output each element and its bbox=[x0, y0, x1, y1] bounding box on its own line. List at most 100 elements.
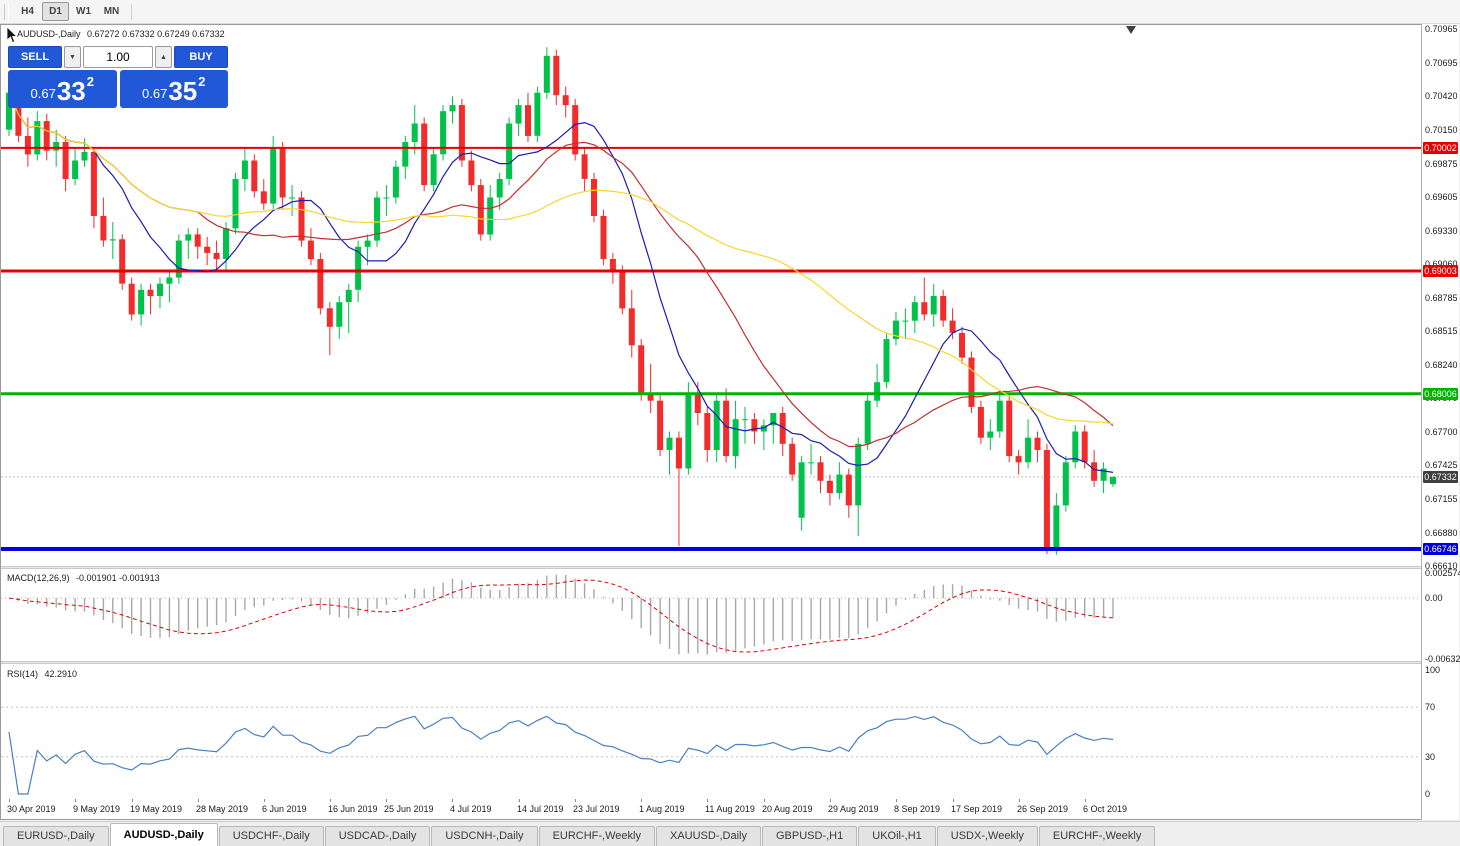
toolbar: H4 D1 W1 MN bbox=[0, 0, 1460, 24]
chart-tab-gbpusd-h1[interactable]: GBPUSD-,H1 bbox=[762, 826, 858, 846]
macd-indicator-canvas[interactable] bbox=[1, 570, 1421, 662]
date-label: 1 Aug 2019 bbox=[639, 804, 685, 814]
buy-button[interactable]: BUY bbox=[174, 46, 228, 68]
sell-button[interactable]: SELL bbox=[8, 46, 62, 68]
macd-tick-label: 0.002574 bbox=[1425, 568, 1460, 579]
date-label: 23 Jul 2019 bbox=[573, 804, 620, 814]
ma-fast-blue bbox=[8, 92, 1114, 473]
ma-slow-yellow bbox=[8, 92, 1114, 425]
timeframe-toolbar: H4 D1 W1 MN bbox=[14, 2, 126, 21]
chart-tab-usdchf-daily[interactable]: USDCHF-,Daily bbox=[218, 826, 324, 846]
price-line-badge: 0.66746 bbox=[1423, 543, 1458, 555]
sell-price-big: 33 bbox=[56, 76, 86, 106]
price-tick-label: 0.70150 bbox=[1425, 124, 1458, 135]
date-tick-mark bbox=[830, 799, 831, 802]
current-price-badge: 0.67332 bbox=[1423, 470, 1458, 483]
rsi-header: RSI(14) 42.2910 bbox=[7, 669, 81, 679]
pane-splitter-macd[interactable] bbox=[1, 566, 1458, 569]
date-label: 28 May 2019 bbox=[196, 804, 249, 814]
date-tick-mark bbox=[575, 799, 576, 802]
rsi-label: RSI(14) bbox=[7, 669, 39, 679]
buy-price-display[interactable]: 0.67 35 2 bbox=[119, 70, 228, 108]
date-label: 6 Oct 2019 bbox=[1083, 804, 1128, 814]
price-tick-label: 0.68240 bbox=[1425, 359, 1458, 370]
main-chart-canvas[interactable] bbox=[1, 25, 1421, 567]
chart-tabs: EURUSD-,Daily AUDUSD-,Daily USDCHF-,Daily U… bbox=[0, 822, 1460, 846]
macd-tick-label: 0.00 bbox=[1425, 593, 1443, 604]
chart-tab-eurusd-daily[interactable]: EURUSD-,Daily bbox=[3, 826, 109, 846]
price-axis[interactable]: 0.70965 0.70695 0.70420 0.70150 0.69875 0.696… bbox=[1421, 24, 1460, 820]
date-label: 17 Sep 2019 bbox=[951, 804, 1003, 814]
rsi-tick-label: 100 bbox=[1425, 665, 1441, 675]
price-tick-label: 0.70695 bbox=[1425, 57, 1458, 68]
date-tick-mark bbox=[264, 799, 265, 802]
date-label: 9 May 2019 bbox=[73, 804, 121, 814]
toolbar-separator bbox=[131, 3, 132, 20]
macd-header: MACD(12,26,9) -0.001901 -0.001913 bbox=[7, 573, 164, 583]
date-tick-mark bbox=[707, 799, 708, 802]
chart-tab-xauusd-daily[interactable]: XAUUSD-,Daily bbox=[655, 826, 761, 846]
one-click-trading-panel: SELL ▼ ▲ BUY 0.67 33 2 0.67 35 2 bbox=[8, 46, 228, 108]
buy-price-sup: 2 bbox=[198, 74, 206, 89]
toolbar-grip[interactable] bbox=[4, 3, 9, 20]
date-label: 30 Apr 2019 bbox=[7, 804, 56, 814]
price-line-badge: 0.68006 bbox=[1423, 387, 1458, 400]
price-tick-label: 0.68515 bbox=[1425, 326, 1458, 337]
chart-tab-eurchf-weekly[interactable]: EURCHF-,Weekly bbox=[1038, 826, 1156, 846]
timeframe-button-h4[interactable]: H4 bbox=[14, 2, 41, 21]
chart-tab-audusd-daily[interactable]: AUDUSD-,Daily bbox=[109, 823, 218, 846]
date-label: 25 Jun 2019 bbox=[384, 804, 434, 814]
timeframe-button-w1[interactable]: W1 bbox=[70, 2, 97, 21]
symbol-period-label: AUDUSD-,Daily bbox=[17, 29, 81, 39]
buy-price-big: 35 bbox=[168, 76, 198, 106]
ohlc-values: 0.67272 0.67332 0.67249 0.67332 bbox=[87, 29, 225, 39]
mouse-cursor-icon bbox=[6, 26, 19, 49]
sell-price-display[interactable]: 0.67 33 2 bbox=[8, 70, 117, 108]
price-tick-label: 0.66610 bbox=[1425, 560, 1458, 571]
volume-up-button[interactable]: ▲ bbox=[155, 46, 172, 68]
date-tick-mark bbox=[386, 799, 387, 802]
chart-tab-ukoil-h1[interactable]: UKOil-,H1 bbox=[858, 826, 936, 846]
rsi-tick-label: 30 bbox=[1425, 751, 1436, 762]
chart-shift-marker-icon[interactable] bbox=[1126, 26, 1136, 34]
volume-down-button[interactable]: ▼ bbox=[64, 46, 81, 68]
chart-tab-usdx-weekly[interactable]: USDX-,Weekly bbox=[936, 826, 1038, 846]
macd-signal-line bbox=[8, 579, 1114, 653]
chart-tabs-bar: EURUSD-,Daily AUDUSD-,Daily USDCHF-,Daily U… bbox=[0, 821, 1460, 846]
candles-layer bbox=[6, 47, 1116, 555]
sell-price-base: 0.67 bbox=[30, 86, 56, 101]
price-tick-label: 0.67155 bbox=[1425, 493, 1458, 504]
date-label: 11 Aug 2019 bbox=[705, 804, 755, 814]
rsi-tick-label: 70 bbox=[1425, 702, 1436, 713]
date-tick-mark bbox=[198, 799, 199, 802]
rsi-value: 42.2910 bbox=[44, 669, 78, 679]
date-tick-mark bbox=[641, 799, 642, 802]
date-label: 19 May 2019 bbox=[130, 804, 183, 814]
rsi-indicator-canvas[interactable] bbox=[1, 665, 1421, 799]
chart-tab-usdcad-daily[interactable]: USDCAD-,Daily bbox=[324, 826, 431, 846]
date-label: 14 Jul 2019 bbox=[517, 804, 564, 814]
date-tick-mark bbox=[9, 799, 10, 802]
pane-splitter-rsi[interactable] bbox=[1, 661, 1458, 664]
timeframe-button-mn[interactable]: MN bbox=[98, 2, 125, 21]
chart-tab-usdcnh-daily[interactable]: USDCNH-,Daily bbox=[431, 826, 538, 846]
date-tick-mark bbox=[1085, 799, 1086, 802]
date-tick-mark bbox=[896, 799, 897, 802]
price-tick-label: 0.67700 bbox=[1425, 426, 1458, 437]
price-tick-label: 0.67425 bbox=[1425, 460, 1458, 471]
chart-tab-eurchf-weekly[interactable]: EURCHF-,Weekly bbox=[538, 826, 655, 846]
date-label: 4 Jul 2019 bbox=[450, 804, 492, 814]
sell-price-sup: 2 bbox=[86, 74, 94, 89]
timeframe-button-d1[interactable]: D1 bbox=[42, 2, 69, 21]
date-tick-mark bbox=[1019, 799, 1020, 802]
volume-input[interactable] bbox=[83, 46, 153, 68]
date-tick-mark bbox=[764, 799, 765, 802]
chart-title: AUDUSD-,Daily 0.67272 0.67332 0.67249 0.… bbox=[17, 29, 229, 39]
price-tick-label: 0.69060 bbox=[1425, 258, 1458, 269]
macd-histogram bbox=[17, 574, 1114, 655]
macd-values: -0.001901 -0.001913 bbox=[76, 573, 160, 583]
time-axis[interactable]: 30 Apr 2019 9 May 2019 19 May 2019 28 May 2… bbox=[1, 799, 1421, 819]
price-tick-label: 0.70965 bbox=[1425, 24, 1458, 35]
date-tick-mark bbox=[75, 799, 76, 802]
